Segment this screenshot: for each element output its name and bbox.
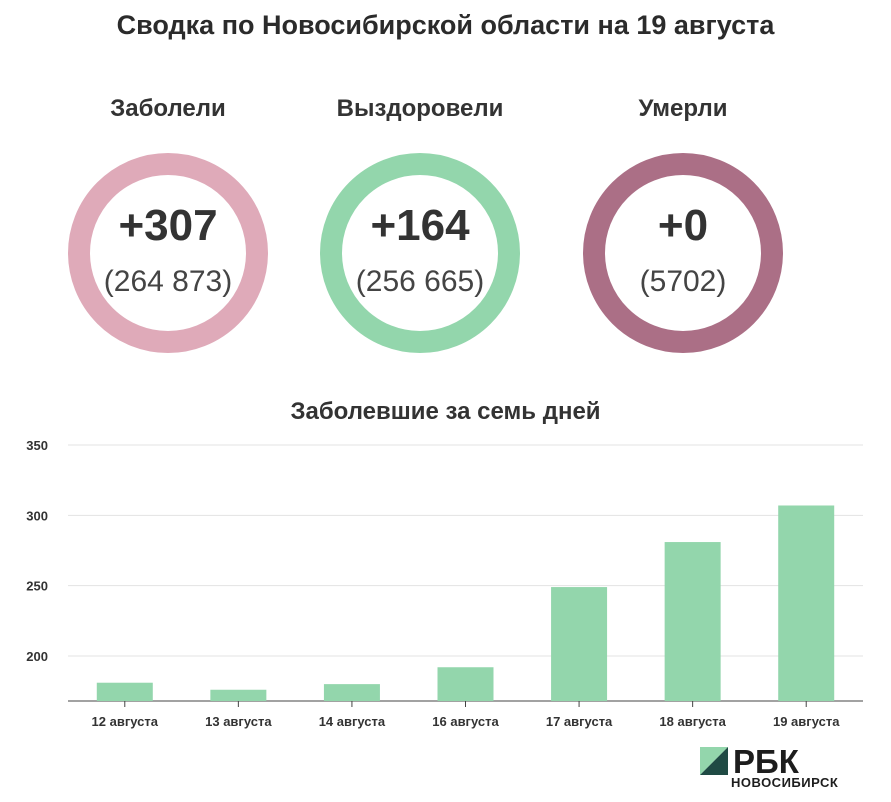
chart-title: Заболевшие за семь дней: [290, 398, 601, 425]
y-tick-label: 300: [26, 508, 48, 523]
x-tick-label: 17 августа: [546, 714, 613, 729]
x-tick-label: 16 августа: [432, 714, 499, 729]
stat-delta: +307: [118, 201, 218, 250]
x-tick-label: 12 августа: [92, 714, 159, 729]
y-tick-label: 250: [26, 579, 48, 594]
stat-total: (256 665): [355, 265, 485, 298]
bar: [323, 684, 380, 701]
logo-city: НОВОСИБИРСК: [731, 775, 839, 790]
x-tick-label: 18 августа: [659, 714, 726, 729]
x-tick-label: 14 августа: [319, 714, 386, 729]
stat-label: Заболели: [110, 95, 226, 122]
stat-total: (5702): [639, 265, 727, 298]
stat-delta: +164: [370, 201, 470, 250]
bar: [96, 682, 153, 701]
y-tick-label: 350: [26, 438, 48, 453]
page-title: Сводка по Новосибирской области на 19 ав…: [116, 10, 775, 40]
stat-deaths: Умерли +0 (5702): [573, 95, 793, 365]
stat-label: Выздоровели: [336, 95, 504, 122]
rbc-logo: РБК НОВОСИБИРСК: [700, 743, 850, 795]
stat-recovered: Выздоровели +164 (256 665): [310, 95, 530, 365]
bar-chart: 200 250 300 350 12 августа 13 августа 14 авгус…: [26, 438, 863, 729]
bar: [664, 542, 721, 701]
x-tick-label: 19 августа: [773, 714, 840, 729]
ring-icon: [583, 153, 783, 353]
stat-infected: Заболели +307 (264 873): [58, 95, 278, 365]
bar: [210, 689, 267, 701]
ring-icon: [68, 153, 268, 353]
y-tick-label: 200: [26, 649, 48, 664]
bar: [437, 667, 494, 701]
ring-icon: [320, 153, 520, 353]
x-tick-label: 13 августа: [205, 714, 272, 729]
stat-total: (264 873): [103, 265, 233, 298]
rbc-logo-icon: [700, 747, 728, 775]
bar: [778, 505, 835, 701]
bar: [551, 587, 608, 701]
logo-brand: РБК: [733, 743, 799, 780]
stat-label: Умерли: [638, 95, 728, 122]
stat-delta: +0: [657, 201, 709, 250]
